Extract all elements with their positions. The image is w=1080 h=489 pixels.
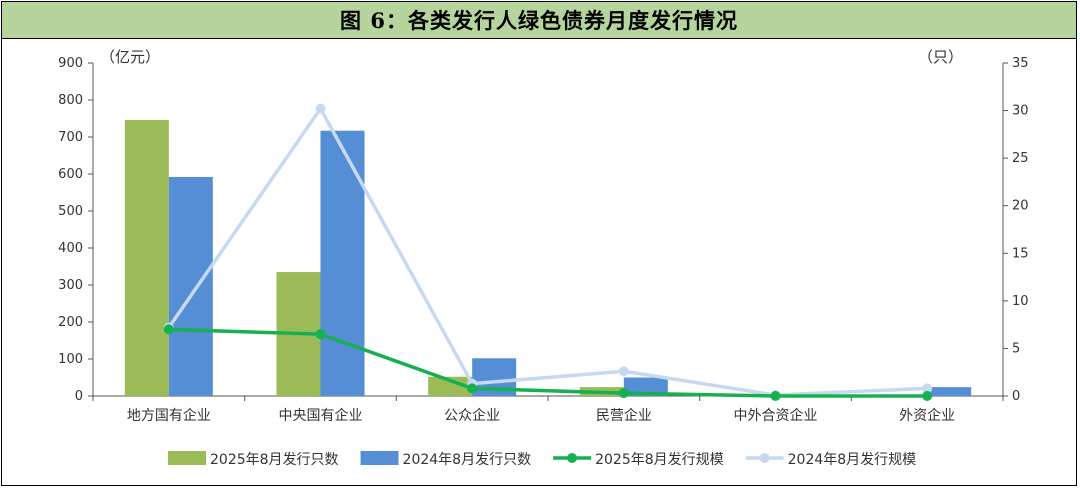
left-tick-label: 900: [58, 56, 83, 71]
left-tick-label: 100: [58, 352, 83, 367]
x-tick-label: 中央国有企业: [279, 407, 363, 424]
bar: [623, 377, 668, 396]
line-point: [922, 383, 933, 394]
line-point: [315, 103, 326, 114]
bar: [428, 376, 473, 396]
lines: [163, 103, 933, 401]
bars: [124, 119, 972, 396]
bar: [168, 176, 213, 396]
right-tick-label: 30: [1012, 104, 1029, 119]
series-line: [168, 327, 928, 398]
legend-label: 2024年8月发行只数: [403, 452, 532, 468]
chart-title: 图 6：各类发行人绿色债券月度发行情况: [2, 2, 1076, 39]
right-tick-label: 5: [1012, 341, 1020, 356]
legend: 2025年8月发行只数 2024年8月发行只数 2025年8月发行规模 2024年8月…: [168, 451, 916, 468]
legend-label: 2025年8月发行只数: [210, 452, 339, 468]
x-tick-label: 民营企业: [596, 407, 652, 424]
legend-item: 2025年8月发行只数: [168, 451, 339, 468]
line-point: [770, 391, 781, 401]
legend-marker: [567, 453, 578, 463]
line-point: [315, 329, 326, 340]
legend-marker: [759, 453, 770, 463]
left-tick-label: 200: [58, 315, 83, 330]
left-tick-label: 0: [75, 389, 83, 404]
x-tick-label: 外资企业: [899, 407, 955, 424]
left-tick-label: 700: [58, 130, 83, 145]
right-tick-label: 0: [1012, 389, 1020, 404]
x-tick-label: 地方国有企业: [127, 407, 211, 424]
right-tick-label: 35: [1012, 56, 1029, 71]
bar: [124, 119, 169, 396]
left-tick-label: 300: [58, 278, 83, 293]
left-axis-unit: （亿元）: [100, 48, 160, 66]
line-point: [618, 366, 629, 377]
line-point: [922, 391, 933, 401]
legend-label: 2025年8月发行规模: [595, 452, 724, 468]
line-point: [618, 388, 629, 399]
bar: [927, 387, 972, 396]
bar: [320, 130, 365, 396]
legend-item: 2024年8月发行只数: [360, 451, 532, 468]
x-tick-label: 公众企业: [444, 407, 500, 424]
right-tick-label: 15: [1012, 246, 1029, 261]
right-axis-unit: （只）: [918, 48, 963, 66]
legend-swatch: [168, 451, 206, 465]
line-point: [163, 324, 174, 335]
legend-item: 2024年8月发行规模: [745, 452, 917, 468]
right-tick-label: 25: [1012, 151, 1029, 166]
legend-label: 2024年8月发行规模: [788, 452, 917, 468]
x-tick-label: 中外合资企业: [734, 407, 818, 424]
series-line: [167, 106, 928, 397]
left-tick-label: 800: [58, 93, 83, 108]
left-tick-label: 600: [58, 167, 83, 182]
left-tick-label: 500: [58, 204, 83, 219]
left-tick-label: 400: [58, 241, 83, 256]
line-point: [467, 383, 478, 394]
right-tick-label: 10: [1012, 294, 1029, 309]
legend-swatch: [360, 451, 399, 465]
legend-item: 2025年8月发行规模: [553, 452, 724, 468]
right-tick-label: 20: [1012, 199, 1029, 214]
